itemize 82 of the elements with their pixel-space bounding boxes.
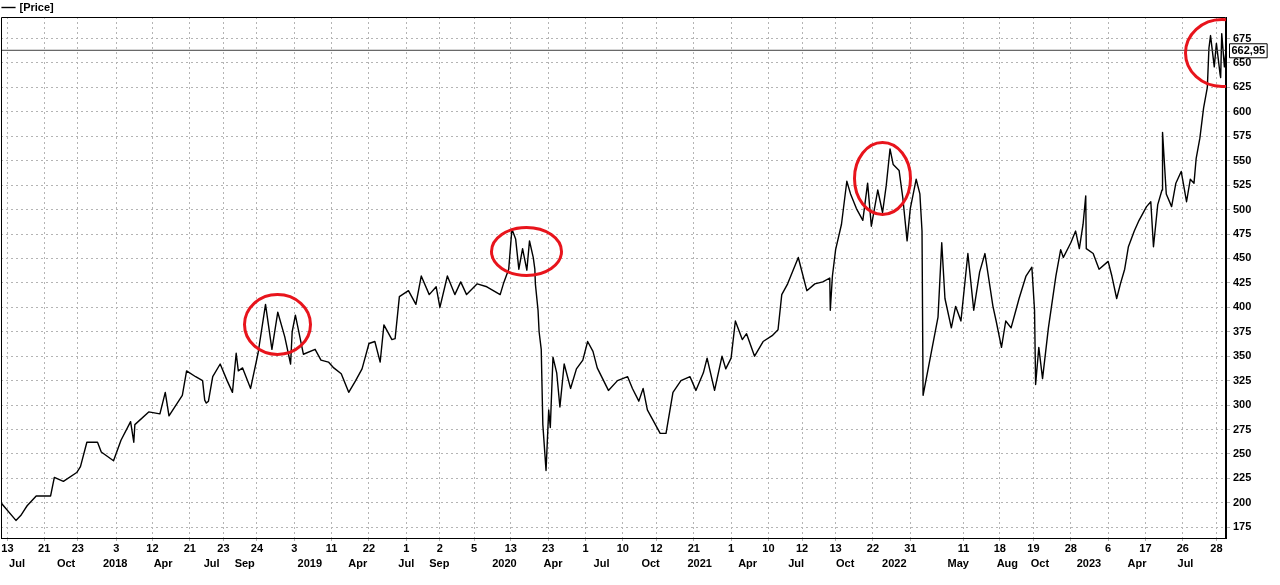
x-tick-label: 13 <box>504 541 517 554</box>
x-tick-label: 12 <box>650 541 663 554</box>
y-tick-label: 475 <box>1233 227 1252 240</box>
y-tick-label: 250 <box>1233 446 1252 459</box>
x2-tick-label: May <box>947 556 970 569</box>
y-tick-label: 525 <box>1233 178 1252 191</box>
x-tick-label: 23 <box>217 541 230 554</box>
y-tick-label: 325 <box>1233 373 1252 386</box>
x2-tick-label: Jul <box>398 556 415 569</box>
x2-tick-label: Sep <box>234 556 256 569</box>
y-tick-label: 300 <box>1233 398 1252 411</box>
x2-tick-label: Apr <box>348 556 368 569</box>
x2-tick-label: Jul <box>9 556 25 569</box>
y-tick-label: 200 <box>1233 495 1252 508</box>
legend-label: [Price] <box>19 0 55 13</box>
x-tick-label: 13 <box>1 541 14 554</box>
x-tick-label: 19 <box>1027 541 1040 554</box>
x2-tick-label: Jul <box>1177 556 1194 569</box>
y-tick-label: 425 <box>1233 275 1252 288</box>
x-tick-label: 28 <box>1210 541 1223 554</box>
x-tick-label: 12 <box>146 541 159 554</box>
x2-tick-label: Jul <box>203 556 220 569</box>
x-tick-label: 2 <box>436 541 443 554</box>
y-tick-label: 600 <box>1233 104 1252 117</box>
x-tick-label: 21 <box>183 541 196 554</box>
x-tick-label: 22 <box>866 541 880 554</box>
x2-tick-label: Apr <box>153 556 174 569</box>
y-tick-label: 275 <box>1233 422 1252 435</box>
x-tick-label: 26 <box>1176 541 1189 554</box>
x-tick-label: 21 <box>38 541 51 554</box>
y-tick-label: 350 <box>1233 349 1252 362</box>
ref-line-label: 662,95 <box>1231 43 1266 56</box>
x2-tick-label: 2019 <box>297 556 323 569</box>
x2-tick-label: Jul <box>788 556 805 569</box>
y-tick-label: 225 <box>1233 471 1252 484</box>
x2-tick-label: Apr <box>738 556 758 569</box>
x2-tick-label: 2021 <box>687 556 712 569</box>
x2-tick-label: Oct <box>1030 556 1050 569</box>
x2-tick-label: Jul <box>593 556 610 569</box>
x-tick-label: 18 <box>993 541 1006 554</box>
x-tick-label: 31 <box>904 541 917 554</box>
x2-tick-label: 2018 <box>102 556 128 569</box>
y-tick-label: 500 <box>1233 202 1252 215</box>
x-tick-label: 11 <box>957 541 970 554</box>
x-tick-label: 3 <box>113 541 120 554</box>
x-tick-label: 1 <box>403 541 410 554</box>
x-tick-label: 10 <box>616 541 629 554</box>
x2-tick-label: Oct <box>56 556 76 569</box>
x-tick-label: 3 <box>291 541 298 554</box>
x-tick-label: 23 <box>71 541 84 554</box>
x2-tick-label: Aug <box>996 556 1019 569</box>
x-tick-label: 28 <box>1064 541 1077 554</box>
x-tick-label: 1 <box>582 541 589 554</box>
x-tick-label: 11 <box>325 541 338 554</box>
x-tick-label: 24 <box>250 541 264 554</box>
x2-tick-label: Oct <box>836 556 855 569</box>
x2-tick-label: 2023 <box>1076 556 1102 569</box>
x2-tick-label: Apr <box>1127 556 1148 569</box>
x-tick-label: 1 <box>728 541 735 554</box>
x-tick-label: 13 <box>829 541 842 554</box>
x-tick-label: 5 <box>470 541 478 554</box>
x2-tick-label: Apr <box>543 556 564 569</box>
x-tick-label: 10 <box>762 541 775 554</box>
x-tick-label: 22 <box>362 541 376 554</box>
x2-tick-label: 2020 <box>492 556 517 569</box>
x-tick-label: 17 <box>1139 541 1152 554</box>
y-tick-label: 550 <box>1233 153 1252 166</box>
y-tick-label: 575 <box>1233 129 1252 142</box>
x2-tick-label: Sep <box>429 556 450 569</box>
y-tick-label: 650 <box>1233 55 1252 68</box>
y-tick-label: 625 <box>1233 80 1252 93</box>
x-tick-label: 23 <box>542 541 555 554</box>
y-tick-label: 175 <box>1233 520 1252 533</box>
x-tick-label: 21 <box>687 541 700 554</box>
y-tick-label: 400 <box>1233 300 1252 313</box>
y-tick-label: 375 <box>1233 324 1252 337</box>
x2-tick-label: 2022 <box>882 556 907 569</box>
x-tick-label: 12 <box>795 541 809 554</box>
x2-tick-label: Oct <box>641 556 661 569</box>
y-tick-label: 675 <box>1233 31 1252 44</box>
x-tick-label: 6 <box>1105 541 1112 554</box>
y-tick-label: 450 <box>1233 251 1252 264</box>
